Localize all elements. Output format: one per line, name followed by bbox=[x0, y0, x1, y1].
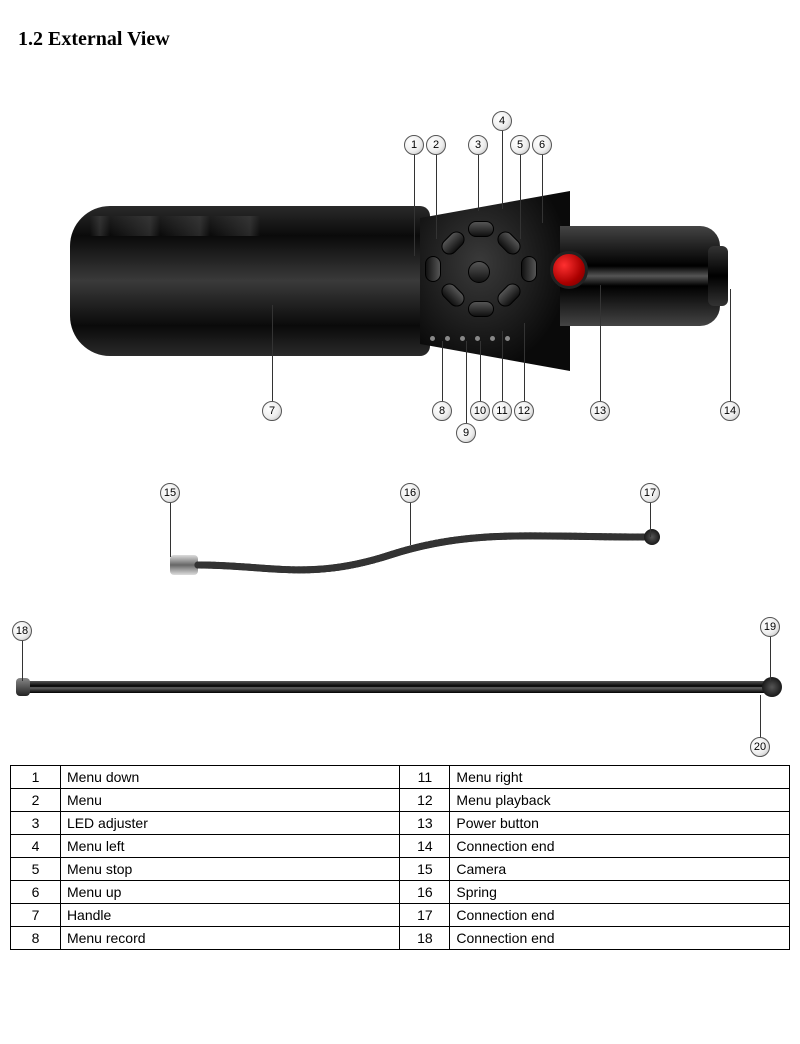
callout-5: 5 bbox=[510, 135, 530, 155]
table-row: 7Handle17Connection end bbox=[11, 904, 790, 927]
part-name-cell: Spring bbox=[450, 881, 790, 904]
part-number-cell: 7 bbox=[11, 904, 61, 927]
table-row: 8Menu record18Connection end bbox=[11, 927, 790, 950]
part-number-cell: 4 bbox=[11, 835, 61, 858]
parts-table-body: 1Menu down11Menu right2Menu12Menu playba… bbox=[11, 766, 790, 950]
part-name-cell: Menu up bbox=[60, 881, 400, 904]
part-number-cell: 13 bbox=[400, 812, 450, 835]
part-number-cell: 18 bbox=[400, 927, 450, 950]
part-name-cell: Menu stop bbox=[60, 858, 400, 881]
part-number-cell: 17 bbox=[400, 904, 450, 927]
external-view-diagram: 1234567891011121314151617181920 bbox=[0, 61, 800, 761]
part-name-cell: Menu left bbox=[60, 835, 400, 858]
part-number-cell: 2 bbox=[11, 789, 61, 812]
part-number-cell: 6 bbox=[11, 881, 61, 904]
table-row: 6Menu up16Spring bbox=[11, 881, 790, 904]
callout-lead bbox=[730, 289, 731, 419]
callout-9: 9 bbox=[456, 423, 476, 443]
callout-7: 7 bbox=[262, 401, 282, 421]
callout-19: 19 bbox=[760, 617, 780, 637]
part-name-cell: Handle bbox=[60, 904, 400, 927]
part-name-cell: Connection end bbox=[450, 835, 790, 858]
callout-14: 14 bbox=[720, 401, 740, 421]
callout-lead bbox=[414, 153, 415, 256]
parts-legend-table: 1Menu down11Menu right2Menu12Menu playba… bbox=[10, 765, 790, 950]
callout-15: 15 bbox=[160, 483, 180, 503]
table-row: 3LED adjuster13Power button bbox=[11, 812, 790, 835]
part-name-cell: Camera bbox=[450, 858, 790, 881]
callout-13: 13 bbox=[590, 401, 610, 421]
callout-1: 1 bbox=[404, 135, 424, 155]
control-pad bbox=[420, 221, 540, 341]
callout-lead bbox=[650, 501, 651, 537]
callout-lead bbox=[22, 639, 23, 681]
callout-lead bbox=[770, 635, 771, 681]
power-button-icon bbox=[550, 251, 588, 289]
flexible-camera-cable bbox=[170, 531, 660, 591]
part-name-cell: Menu down bbox=[60, 766, 400, 789]
part-name-cell: Menu playback bbox=[450, 789, 790, 812]
callout-4: 4 bbox=[492, 111, 512, 131]
callout-3: 3 bbox=[468, 135, 488, 155]
part-number-cell: 15 bbox=[400, 858, 450, 881]
callout-2: 2 bbox=[426, 135, 446, 155]
part-number-cell: 12 bbox=[400, 789, 450, 812]
callout-11: 11 bbox=[492, 401, 512, 421]
callout-20: 20 bbox=[750, 737, 770, 757]
callout-lead bbox=[502, 129, 503, 209]
part-name-cell: Menu bbox=[60, 789, 400, 812]
callout-12: 12 bbox=[514, 401, 534, 421]
section-heading: 1.2 External View bbox=[0, 0, 800, 51]
table-row: 4Menu left14Connection end bbox=[11, 835, 790, 858]
part-name-cell: Connection end bbox=[450, 904, 790, 927]
callout-10: 10 bbox=[470, 401, 490, 421]
table-row: 5Menu stop15Camera bbox=[11, 858, 790, 881]
table-row: 1Menu down11Menu right bbox=[11, 766, 790, 789]
callout-lead bbox=[410, 501, 411, 545]
part-name-cell: Power button bbox=[450, 812, 790, 835]
device-handle bbox=[70, 206, 430, 356]
callout-lead bbox=[542, 153, 543, 223]
callout-17: 17 bbox=[640, 483, 660, 503]
callout-8: 8 bbox=[432, 401, 452, 421]
callout-lead bbox=[478, 153, 479, 211]
callout-lead bbox=[520, 153, 521, 239]
part-number-cell: 14 bbox=[400, 835, 450, 858]
callout-lead bbox=[436, 153, 437, 239]
part-number-cell: 16 bbox=[400, 881, 450, 904]
part-number-cell: 11 bbox=[400, 766, 450, 789]
rigid-extension-pole bbox=[20, 681, 780, 693]
callout-lead bbox=[170, 501, 171, 557]
callout-lead bbox=[600, 285, 601, 419]
table-row: 2Menu12Menu playback bbox=[11, 789, 790, 812]
part-name-cell: Menu record bbox=[60, 927, 400, 950]
callout-18: 18 bbox=[12, 621, 32, 641]
part-number-cell: 8 bbox=[11, 927, 61, 950]
part-number-cell: 1 bbox=[11, 766, 61, 789]
part-name-cell: LED adjuster bbox=[60, 812, 400, 835]
part-name-cell: Connection end bbox=[450, 927, 790, 950]
part-number-cell: 3 bbox=[11, 812, 61, 835]
part-number-cell: 5 bbox=[11, 858, 61, 881]
callout-16: 16 bbox=[400, 483, 420, 503]
callout-6: 6 bbox=[532, 135, 552, 155]
part-name-cell: Menu right bbox=[450, 766, 790, 789]
